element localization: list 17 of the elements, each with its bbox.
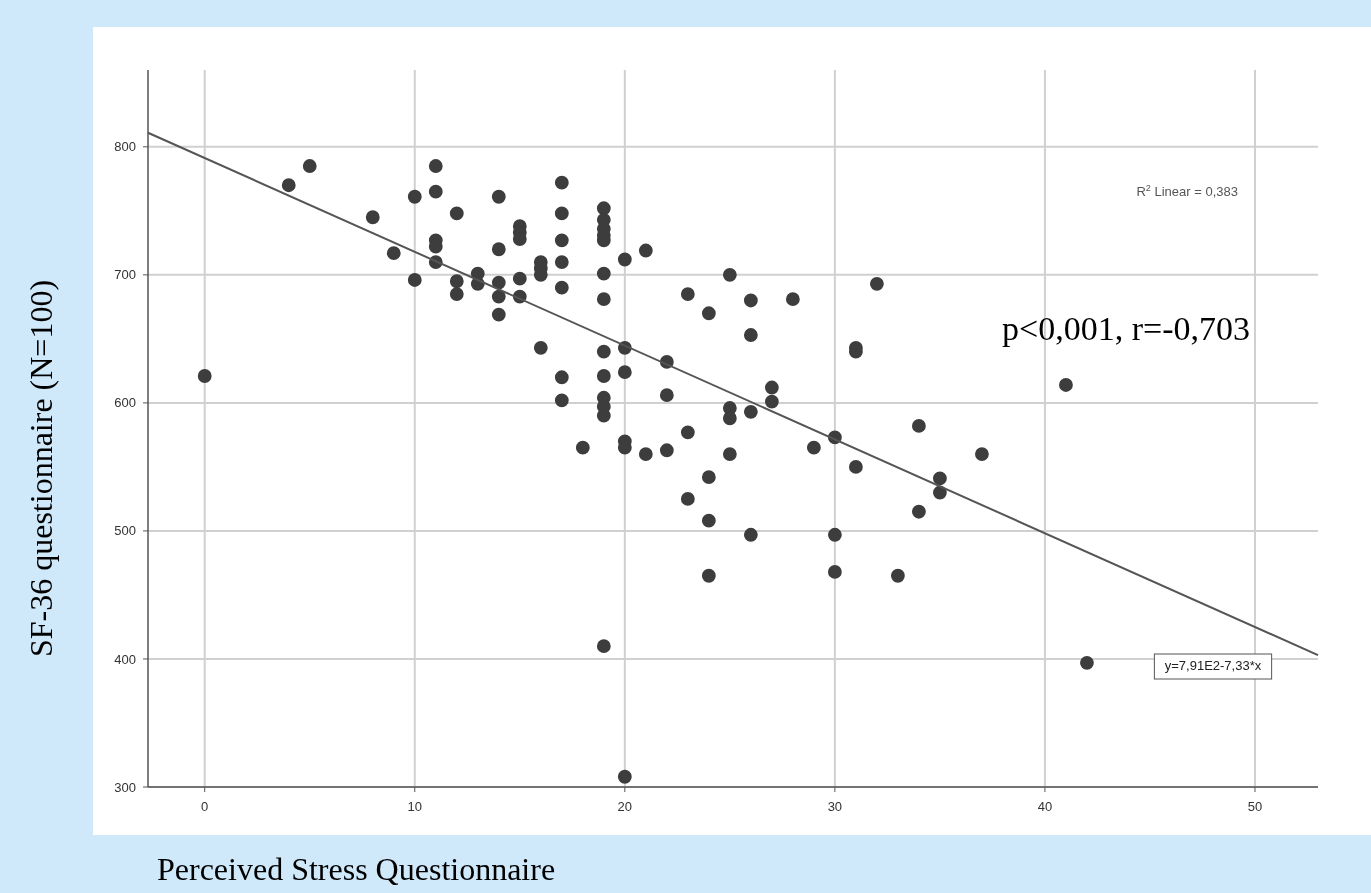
annotation: y=7,91E2-7,33*x [1164,658,1262,673]
x-axis-title: Perceived Stress Questionnaire [157,851,556,887]
y-tick-label: 800 [114,139,136,155]
y-tick-label: 400 [114,651,136,667]
x-tick-label: 50 [1247,799,1263,814]
y-tick-label: 600 [114,395,136,411]
y-tick-label: 300 [114,779,136,795]
annotation: p<0,001, r=-0,703 [1002,310,1250,347]
y-tick-label: 500 [114,523,136,539]
x-tick-label: 30 [827,799,843,814]
x-tick-label: 10 [407,799,422,814]
y-axis-title: SF-36 questionnaire (N=100) [23,279,59,658]
x-tick-label: 40 [1037,799,1053,814]
y-tick-label: 700 [114,267,136,283]
x-tick-label: 0 [201,799,209,814]
annotation: R$^{2}$ Linear = 0,383 [1136,183,1238,199]
x-tick-label: 20 [617,799,633,814]
